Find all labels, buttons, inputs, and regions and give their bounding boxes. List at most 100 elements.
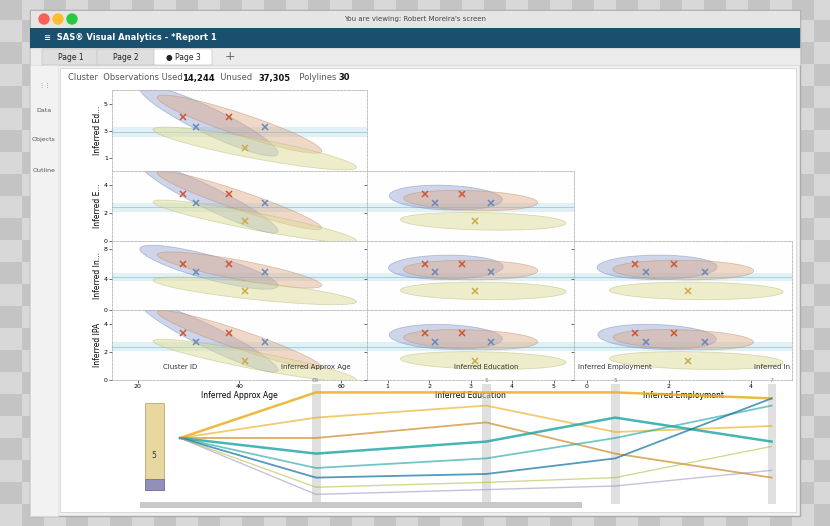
Bar	[462, 416, 484, 438]
Bar	[682, 0, 704, 20]
Bar	[154, 482, 176, 504]
Bar	[528, 0, 550, 20]
Bar	[242, 262, 264, 284]
Bar	[704, 130, 726, 152]
Bar	[770, 86, 792, 108]
Bar	[660, 416, 682, 438]
Bar	[704, 504, 726, 526]
Bar	[110, 174, 132, 196]
Bar	[770, 284, 792, 306]
Bar	[616, 218, 638, 240]
Bar	[770, 196, 792, 218]
Bar	[176, 0, 198, 20]
Bar	[22, 152, 44, 174]
Bar	[176, 86, 198, 108]
Bar	[0, 460, 22, 482]
Bar	[154, 108, 176, 130]
Bar	[682, 108, 704, 130]
Bar	[462, 108, 484, 130]
Bar	[132, 394, 154, 416]
Ellipse shape	[609, 351, 783, 369]
Bar	[374, 218, 396, 240]
Bar	[110, 284, 132, 306]
Bar	[198, 130, 220, 152]
Bar	[88, 460, 110, 482]
Bar	[770, 328, 792, 350]
Bar	[418, 438, 440, 460]
Bar	[330, 328, 352, 350]
Text: Page 1: Page 1	[58, 53, 84, 62]
Bar	[440, 284, 462, 306]
Bar	[748, 64, 770, 86]
Bar	[616, 152, 638, 174]
Bar	[242, 504, 264, 526]
Bar	[572, 460, 594, 482]
Bar	[22, 130, 44, 152]
Bar	[616, 350, 638, 372]
Bar	[330, 108, 352, 130]
Bar	[198, 350, 220, 372]
Bar	[792, 64, 814, 86]
Bar	[704, 262, 726, 284]
Bar	[308, 438, 330, 460]
Bar	[66, 394, 88, 416]
Bar	[440, 86, 462, 108]
Bar	[726, 394, 748, 416]
Bar	[367, 342, 574, 351]
Bar	[110, 262, 132, 284]
Bar	[660, 482, 682, 504]
Bar	[66, 20, 88, 42]
Bar	[132, 108, 154, 130]
Bar	[770, 64, 792, 86]
Bar	[44, 196, 66, 218]
Bar	[440, 416, 462, 438]
Bar	[264, 306, 286, 328]
Bar	[616, 416, 638, 438]
Text: +: +	[225, 50, 236, 64]
Bar	[748, 306, 770, 328]
Bar	[396, 130, 418, 152]
Bar	[660, 64, 682, 86]
Bar	[682, 394, 704, 416]
Bar	[44, 372, 66, 394]
Bar	[462, 460, 484, 482]
Bar	[748, 86, 770, 108]
Bar	[0, 64, 22, 86]
Bar	[462, 394, 484, 416]
Bar	[572, 108, 594, 130]
Bar	[286, 174, 308, 196]
Bar	[308, 504, 330, 526]
Text: Inferred Employment: Inferred Employment	[579, 363, 652, 370]
Bar	[572, 42, 594, 64]
Bar	[66, 372, 88, 394]
Bar	[220, 306, 242, 328]
Bar	[682, 284, 704, 306]
Bar	[66, 482, 88, 504]
Bar	[22, 0, 44, 20]
Bar	[242, 196, 264, 218]
Bar	[682, 328, 704, 350]
Bar	[616, 284, 638, 306]
Bar	[440, 152, 462, 174]
Bar	[242, 108, 264, 130]
Bar	[484, 262, 506, 284]
Bar	[814, 416, 830, 438]
Bar	[352, 482, 374, 504]
Bar	[374, 0, 396, 20]
Bar	[638, 416, 660, 438]
Bar	[462, 218, 484, 240]
Bar	[176, 64, 198, 86]
Bar	[220, 350, 242, 372]
Bar	[484, 350, 506, 372]
Bar	[726, 460, 748, 482]
Bar	[220, 218, 242, 240]
Bar	[286, 196, 308, 218]
Bar	[594, 460, 616, 482]
Bar	[506, 482, 528, 504]
Bar	[506, 108, 528, 130]
Bar	[176, 350, 198, 372]
Bar	[462, 372, 484, 394]
Bar	[682, 438, 704, 460]
Text: 14,244: 14,244	[182, 74, 215, 83]
Bar	[660, 284, 682, 306]
